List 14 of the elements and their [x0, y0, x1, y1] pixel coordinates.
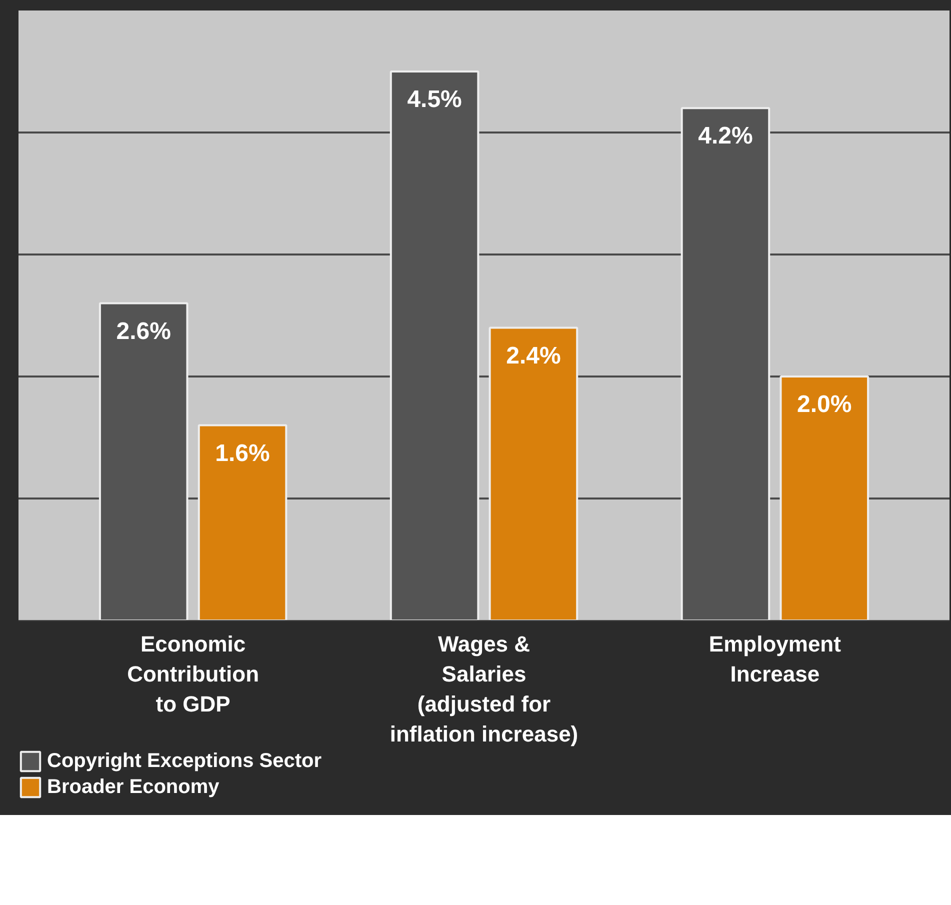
data-label: 1.6%	[215, 440, 270, 467]
data-label: 4.5%	[407, 86, 462, 114]
data-label: 2.4%	[506, 342, 561, 370]
data-label: 4.2%	[698, 122, 753, 150]
data-label: 2.6%	[116, 318, 171, 345]
legend-label: Broader Economy	[47, 776, 220, 798]
bar	[488, 326, 578, 620]
x-tick-label: Economic Contribution to GDP	[127, 632, 260, 716]
x-tick-label: Wages & Salaries (adjusted for inflation increase)	[390, 632, 578, 746]
legend-label: Copyright Exceptions Sector	[47, 750, 322, 772]
data-label: 2.0%	[797, 391, 852, 418]
bar	[198, 424, 288, 620]
bar	[780, 376, 870, 620]
x-tick-label: Employment Increase	[708, 632, 842, 686]
